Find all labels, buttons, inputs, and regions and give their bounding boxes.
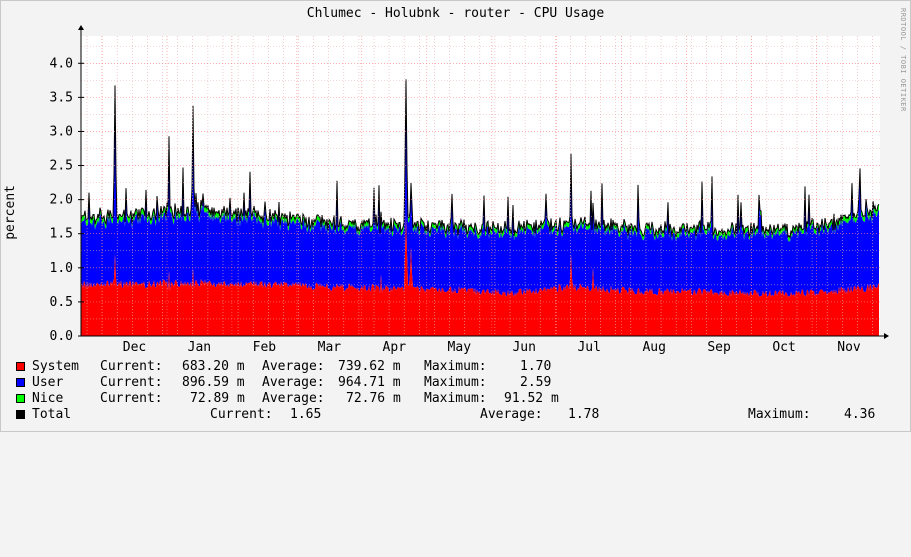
x-tick-label: Jan: [188, 340, 211, 355]
legend-row-user: User Current: 896.59 m Average: 964.71 m…: [16, 375, 906, 391]
x-tick-label: Nov: [837, 340, 861, 355]
y-tick-label: 2.0: [50, 193, 73, 208]
x-tick-label: Mar: [318, 340, 342, 355]
legend-swatch-user: [16, 378, 25, 387]
legend-current-label-user: Current:: [100, 375, 163, 390]
legend-swatch-total: [16, 410, 25, 419]
x-tick-label: May: [448, 340, 472, 355]
legend-current-nice: 72.89 m: [190, 391, 245, 406]
series-system-area: [81, 216, 879, 336]
legend-row-nice: Nice Current: 72.89 m Average: 72.76 m M…: [16, 391, 906, 407]
x-tick-label: Feb: [253, 340, 277, 355]
legend-average-label-system: Average:: [262, 359, 325, 374]
x-tick-label: Sep: [707, 340, 731, 355]
y-tick-label: 2.5: [50, 159, 73, 174]
legend-average-total: 1.78: [568, 407, 600, 422]
x-tick-label: Jun: [512, 340, 535, 355]
legend-maximum-system: 1.70: [520, 359, 552, 374]
x-tick-label: Aug: [642, 340, 665, 355]
x-axis-arrow: [884, 333, 889, 339]
series-total-line: [80, 79, 880, 239]
legend-current-label-nice: Current:: [100, 391, 163, 406]
legend-name-user: User: [32, 375, 64, 390]
legend-current-label-system: Current:: [100, 359, 163, 374]
legend-name-nice: Nice: [32, 391, 64, 406]
legend-maximum-nice: 91.52 m: [504, 391, 559, 406]
x-tick-label: Apr: [383, 340, 407, 355]
y-tick-label: 1.5: [50, 227, 73, 242]
legend-name-total: Total: [32, 407, 72, 422]
legend-row-system: System Current: 683.20 m Average: 739.62…: [16, 359, 906, 375]
y-tick-label: 3.5: [50, 90, 73, 105]
rrd-graph: Chlumec - Holubnk - router - CPU Usage p…: [0, 0, 911, 432]
y-tick-label: 1.0: [50, 261, 73, 276]
legend-maximum-user: 2.59: [520, 375, 552, 390]
y-tick-label: 4.0: [50, 56, 73, 71]
y-tick-label: 0.0: [50, 329, 73, 344]
legend-maximum-label-user: Maximum:: [424, 375, 487, 390]
legend-average-user: 964.71 m: [338, 375, 401, 390]
legend-maximum-label-system: Maximum:: [424, 359, 487, 374]
legend-swatch-system: [16, 362, 25, 371]
legend-current-system: 683.20 m: [182, 359, 245, 374]
legend-name-system: System: [32, 359, 79, 374]
legend-row-total: Total Current: 1.65 Average: 1.78 Maximu…: [16, 407, 906, 423]
y-axis-arrow: [78, 25, 84, 30]
legend-current-label-total: Current:: [210, 407, 273, 422]
legend-swatch-nice: [16, 394, 25, 403]
series-user-area: [81, 83, 879, 298]
legend-average-system: 739.62 m: [338, 359, 401, 374]
plot-area: 0.0 0.5 1.0 1.5 2.0 2.5 3.0 3.5 4.0 Dec Jan Feb Mar A…: [0, 0, 911, 432]
legend-current-user: 896.59 m: [182, 375, 245, 390]
x-tick-label: Dec: [123, 340, 146, 355]
legend-current-total: 1.65: [290, 407, 322, 422]
legend-maximum-label-total: Maximum:: [748, 407, 811, 422]
x-tick-label: Jul: [577, 340, 600, 355]
legend-maximum-total: 4.36: [844, 407, 876, 422]
legend-average-nice: 72.76 m: [346, 391, 401, 406]
legend-average-label-nice: Average:: [262, 391, 325, 406]
legend-average-label-total: Average:: [480, 407, 543, 422]
legend-average-label-user: Average:: [262, 375, 325, 390]
chart-title: Chlumec - Holubnk - router - CPU Usage: [306, 6, 605, 21]
y-tick-label: 3.0: [50, 124, 73, 139]
x-tick-label: Oct: [772, 340, 795, 355]
y-tick-label: 0.5: [50, 295, 73, 310]
legend: System Current: 683.20 m Average: 739.62…: [16, 359, 906, 423]
legend-maximum-label-nice: Maximum:: [424, 391, 487, 406]
